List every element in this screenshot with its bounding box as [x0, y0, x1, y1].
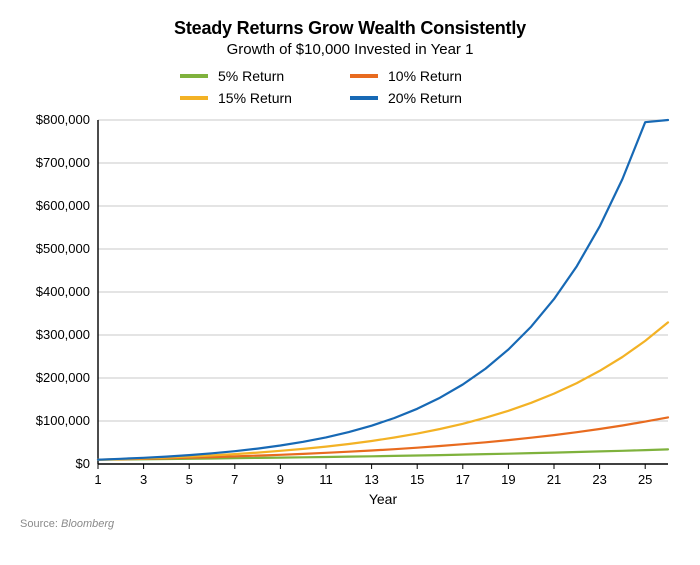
svg-text:$400,000: $400,000 — [36, 284, 90, 299]
legend-swatch-icon — [180, 96, 208, 100]
chart-subtitle: Growth of $10,000 Invested in Year 1 — [20, 41, 680, 58]
svg-text:$800,000: $800,000 — [36, 112, 90, 127]
svg-text:17: 17 — [456, 472, 470, 487]
legend-label: 15% Return — [218, 90, 292, 106]
svg-text:7: 7 — [231, 472, 238, 487]
svg-text:11: 11 — [319, 472, 333, 487]
legend-item: 15% Return — [180, 90, 350, 106]
legend-item: 20% Return — [350, 90, 520, 106]
svg-text:23: 23 — [592, 472, 606, 487]
svg-text:5: 5 — [186, 472, 193, 487]
chart-area: $0 $100,000 $200,000 $300,000 $400,000 $500,0… — [20, 112, 680, 512]
svg-text:Year: Year — [369, 491, 398, 507]
svg-text:21: 21 — [547, 472, 561, 487]
legend-swatch-icon — [350, 74, 378, 78]
legend-swatch-icon — [350, 96, 378, 100]
legend: 5% Return 10% Return 15% Return 20% Retu… — [160, 68, 540, 106]
legend-item: 10% Return — [350, 68, 520, 84]
svg-text:$500,000: $500,000 — [36, 241, 90, 256]
svg-text:$600,000: $600,000 — [36, 198, 90, 213]
chart-title: Steady Returns Grow Wealth Consistently — [20, 18, 680, 39]
svg-text:15: 15 — [410, 472, 424, 487]
legend-label: 20% Return — [388, 90, 462, 106]
svg-text:$0: $0 — [76, 456, 90, 471]
source-name: Bloomberg — [61, 518, 114, 530]
source-label: Source: — [20, 518, 58, 530]
svg-text:$100,000: $100,000 — [36, 413, 90, 428]
legend-item: 5% Return — [180, 68, 350, 84]
svg-text:25: 25 — [638, 472, 652, 487]
svg-text:$300,000: $300,000 — [36, 327, 90, 342]
source-line: Source: Bloomberg — [20, 518, 680, 530]
svg-text:9: 9 — [277, 472, 284, 487]
svg-text:$200,000: $200,000 — [36, 370, 90, 385]
svg-text:3: 3 — [140, 472, 147, 487]
svg-text:19: 19 — [501, 472, 515, 487]
legend-label: 5% Return — [218, 68, 284, 84]
line-chart: $0 $100,000 $200,000 $300,000 $400,000 $500,0… — [20, 112, 680, 512]
svg-text:13: 13 — [364, 472, 378, 487]
svg-text:$700,000: $700,000 — [36, 155, 90, 170]
legend-label: 10% Return — [388, 68, 462, 84]
svg-text:1: 1 — [94, 472, 101, 487]
chart-page: Steady Returns Grow Wealth Consistently … — [0, 0, 700, 565]
legend-swatch-icon — [180, 74, 208, 78]
